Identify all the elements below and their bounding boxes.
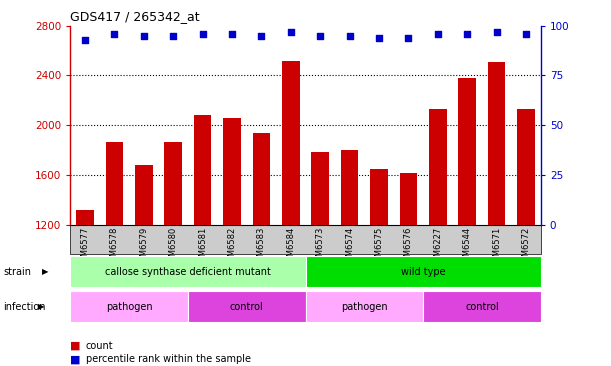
Text: pathogen: pathogen [341,302,387,311]
Bar [341,150,359,225]
Text: wild type: wild type [401,267,445,277]
Text: control: control [230,302,263,311]
Text: ▶: ▶ [38,302,45,311]
Text: callose synthase deficient mutant: callose synthase deficient mutant [105,267,271,277]
Point [521,31,531,37]
Bar [282,60,299,225]
Bar [223,118,241,225]
Point [109,31,119,37]
Point [374,35,384,41]
Bar [70,256,306,287]
Text: control: control [465,302,499,311]
Point [492,29,502,34]
Text: strain: strain [3,266,31,277]
Point [80,37,90,42]
Text: ▶: ▶ [42,267,48,276]
Text: ■: ■ [70,341,81,351]
Point [198,31,208,37]
Bar [76,210,94,225]
Bar [312,152,329,225]
Bar [106,142,123,225]
Bar [488,62,505,225]
Text: GDS417 / 265342_at: GDS417 / 265342_at [70,10,200,23]
Point [139,33,148,38]
Bar [429,109,447,225]
Point [227,31,237,37]
Bar [164,142,182,225]
Bar [135,165,153,225]
Bar [188,291,306,322]
Point [403,35,413,41]
Point [168,33,178,38]
Bar [458,78,476,225]
Point [433,31,443,37]
Text: infection: infection [3,302,46,312]
Point [463,31,472,37]
Point [286,29,296,34]
Text: count: count [86,341,113,351]
Bar [370,169,388,225]
Point [345,33,354,38]
Bar [70,291,188,322]
Bar [423,291,541,322]
Bar [306,291,423,322]
Text: pathogen: pathogen [106,302,152,311]
Point [257,33,266,38]
Bar [400,173,417,225]
Text: ■: ■ [70,354,81,365]
Text: percentile rank within the sample: percentile rank within the sample [86,354,251,365]
Point [315,33,325,38]
Bar [518,109,535,225]
Bar [252,133,270,225]
Bar [194,115,211,225]
Bar [306,256,541,287]
